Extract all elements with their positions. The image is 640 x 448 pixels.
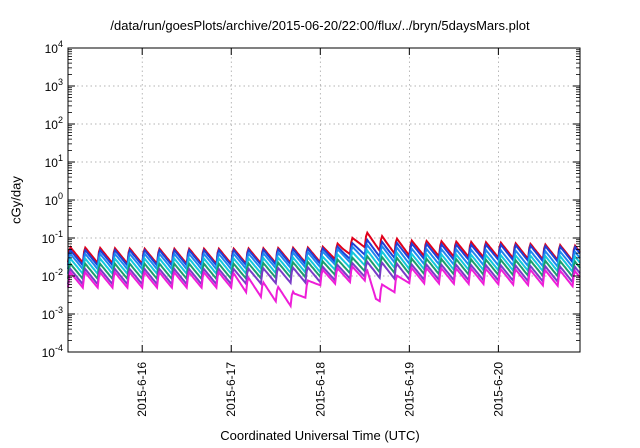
y-tick-label: 102 <box>45 115 63 132</box>
series-line-3 <box>67 242 581 272</box>
frame-layer <box>67 47 581 353</box>
grid-layer <box>68 48 580 352</box>
y-tick-label: 103 <box>45 77 63 94</box>
y-tick-label: 104 <box>45 39 63 56</box>
chart-title: /data/run/goesPlots/archive/2015-06-20/2… <box>110 18 530 33</box>
y-tick-label: 10-4 <box>42 343 63 360</box>
x-tick-label: 2015-6-16 <box>135 362 149 417</box>
y-tick-label: 101 <box>45 153 63 170</box>
x-tick-label: 2015-6-19 <box>402 362 416 417</box>
x-tick-label: 2015-6-18 <box>313 362 327 417</box>
y-tick-label: 10-3 <box>42 305 63 322</box>
y-tick-labels: 10-4 10-3 10-2 10-1 100 101 102 103 104 <box>42 39 63 360</box>
series-line-5 <box>67 254 581 282</box>
y-tick-label: 10-1 <box>42 229 63 246</box>
x-tick-labels: 2015-6-16 2015-6-17 2015-6-18 2015-6-19 2015… <box>135 362 505 417</box>
x-tick-label: 2015-6-17 <box>224 362 238 417</box>
x-tick-label: 2015-6-20 <box>491 362 505 417</box>
series-line-7 <box>67 264 581 309</box>
series-layer <box>67 230 581 309</box>
y-tick-label: 10-2 <box>42 267 63 284</box>
series-line-2 <box>67 237 581 268</box>
series-line-4 <box>67 248 581 277</box>
x-axis-label: Coordinated Universal Time (UTC) <box>220 428 420 443</box>
plot-frame <box>67 47 581 353</box>
y-tick-label: 100 <box>45 191 63 208</box>
series-line-6 <box>67 259 581 287</box>
